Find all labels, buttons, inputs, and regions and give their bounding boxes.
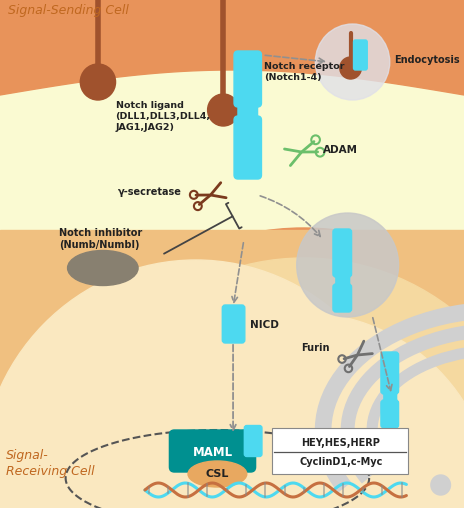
Polygon shape (0, 0, 474, 105)
Circle shape (59, 258, 474, 508)
Text: Signal-Sending Cell: Signal-Sending Cell (8, 4, 129, 17)
Circle shape (29, 228, 474, 508)
Circle shape (208, 94, 239, 126)
Text: Notch inhibitor
(Numb/Numbl): Notch inhibitor (Numb/Numbl) (59, 228, 142, 250)
Circle shape (340, 57, 361, 79)
Polygon shape (0, 0, 464, 95)
Ellipse shape (188, 461, 247, 487)
FancyBboxPatch shape (238, 105, 257, 119)
FancyBboxPatch shape (384, 392, 397, 403)
Text: HEY,HES,HERP: HEY,HES,HERP (301, 438, 380, 448)
FancyBboxPatch shape (333, 284, 352, 312)
FancyBboxPatch shape (381, 400, 399, 428)
Text: ADAM: ADAM (323, 145, 358, 155)
Text: Furin: Furin (301, 343, 330, 353)
Text: NICD: NICD (250, 320, 279, 330)
Circle shape (315, 24, 390, 100)
Circle shape (113, 313, 474, 508)
FancyBboxPatch shape (222, 305, 245, 343)
Circle shape (80, 64, 116, 100)
FancyBboxPatch shape (244, 426, 262, 457)
Text: γ-secretase: γ-secretase (118, 187, 182, 197)
Ellipse shape (68, 250, 138, 285)
Text: CyclinD1,c-Myc: CyclinD1,c-Myc (299, 457, 383, 467)
FancyBboxPatch shape (381, 352, 399, 394)
Text: CSL: CSL (206, 469, 229, 479)
FancyBboxPatch shape (333, 229, 352, 277)
Circle shape (431, 475, 450, 495)
FancyBboxPatch shape (336, 275, 350, 287)
Text: Signal-
Receiving Cell: Signal- Receiving Cell (6, 449, 94, 478)
FancyBboxPatch shape (234, 51, 262, 107)
Text: Notch receptor
(Notch1-4): Notch receptor (Notch1-4) (264, 62, 345, 82)
Bar (0, 230, 464, 508)
Circle shape (0, 260, 411, 508)
Text: Endocytosis: Endocytosis (394, 55, 459, 65)
FancyBboxPatch shape (169, 430, 255, 472)
FancyBboxPatch shape (272, 428, 409, 474)
Circle shape (297, 213, 399, 317)
Text: MAML: MAML (192, 446, 233, 459)
FancyBboxPatch shape (354, 40, 367, 70)
Text: Notch ligand
(DLL1,DLL3,DLL4,
JAG1,JAG2): Notch ligand (DLL1,DLL3,DLL4, JAG1,JAG2) (116, 101, 210, 132)
FancyBboxPatch shape (234, 116, 262, 179)
